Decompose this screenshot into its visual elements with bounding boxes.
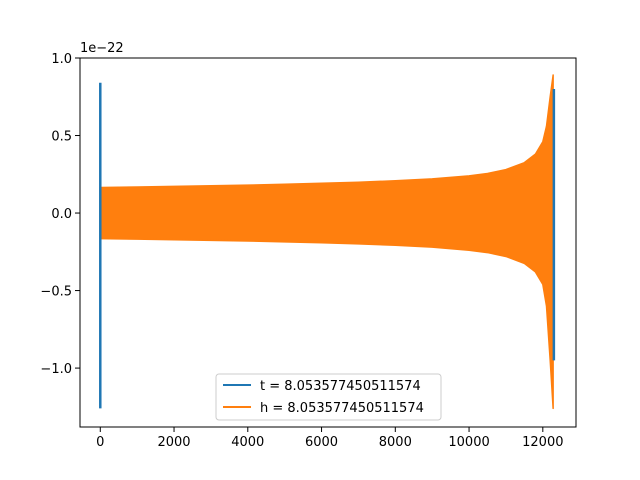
x-tick-label: 10000 xyxy=(448,435,489,450)
y-axis: −1.0 −0.5 0.0 0.5 1.0 xyxy=(40,52,80,377)
y-tick-label: −0.5 xyxy=(40,285,72,300)
x-tick-label: 6000 xyxy=(305,435,338,450)
legend-label-h: h = 8.053577450511574 xyxy=(260,401,424,416)
y-tick-label: −1.0 xyxy=(40,362,72,377)
x-tick-label: 2000 xyxy=(157,435,190,450)
y-tick-label: 0.0 xyxy=(51,207,72,222)
legend-box xyxy=(215,373,442,421)
legend-label-t: t = 8.053577450511574 xyxy=(260,379,421,394)
y-tick-label: 1.0 xyxy=(51,52,72,67)
legend: t = 8.053577450511574 h = 8.053577450511… xyxy=(215,373,442,421)
x-tick-label: 4000 xyxy=(231,435,264,450)
x-axis: 0 2000 4000 6000 8000 10000 12000 xyxy=(96,427,563,450)
axes-frame xyxy=(79,57,577,428)
series-h-band xyxy=(99,74,554,410)
y-offset-label: 1e−22 xyxy=(80,41,124,56)
x-tick-label: 12000 xyxy=(522,435,563,450)
y-tick-label: 0.5 xyxy=(51,130,72,145)
x-tick-label: 0 xyxy=(96,435,104,450)
series-layer xyxy=(99,74,556,410)
x-tick-label: 8000 xyxy=(379,435,412,450)
